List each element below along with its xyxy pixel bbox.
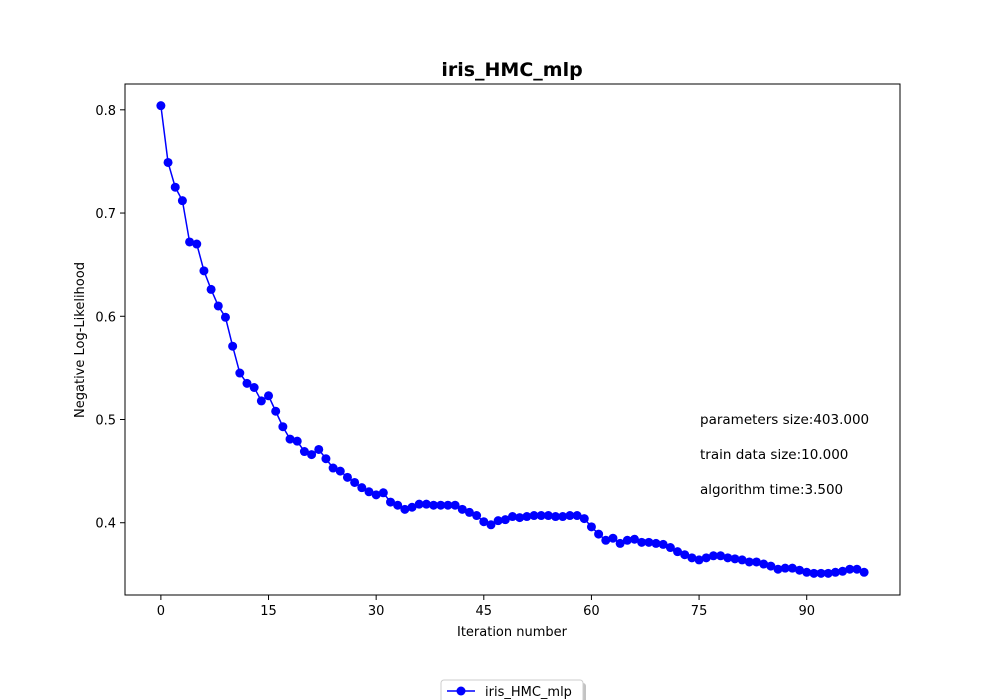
data-point [307, 450, 316, 459]
x-tick-label: 0 [157, 604, 165, 619]
data-point [178, 196, 187, 205]
data-point [214, 301, 223, 310]
y-tick-label: 0.4 [95, 517, 116, 532]
data-point [321, 454, 330, 463]
data-point [164, 158, 173, 167]
legend: iris_HMC_mlp [441, 680, 586, 700]
data-point [379, 488, 388, 497]
chart-title: iris_HMC_mlp [441, 59, 582, 81]
y-tick-label: 0.8 [95, 104, 116, 119]
data-point [278, 422, 287, 431]
data-point [293, 437, 302, 446]
y-tick-label: 0.6 [95, 310, 116, 325]
data-point [608, 534, 617, 543]
data-point [235, 369, 244, 378]
x-axis-ticks: 0 15 30 45 60 75 90 [157, 595, 815, 619]
legend-point-marker [457, 687, 466, 696]
x-axis-label: Iteration number [457, 625, 568, 640]
x-tick-label: 75 [691, 604, 708, 619]
y-tick-label: 0.5 [95, 414, 116, 429]
x-tick-label: 30 [368, 604, 385, 619]
series-layer [156, 101, 868, 578]
x-tick-label: 15 [260, 604, 277, 619]
data-point [580, 514, 589, 523]
data-point [336, 467, 345, 476]
annotation-parameters-size: parameters size:403.000 [700, 412, 869, 428]
data-point [199, 266, 208, 275]
y-axis-label: Negative Log-Likelihood [73, 262, 88, 418]
x-tick-label: 60 [583, 604, 600, 619]
y-tick-label: 0.7 [95, 207, 116, 222]
data-point [271, 407, 280, 416]
annotation-algorithm-time: algorithm time:3.500 [700, 482, 843, 498]
data-point [594, 530, 603, 539]
data-point [221, 313, 230, 322]
data-point [250, 383, 259, 392]
data-point [314, 445, 323, 454]
data-point [343, 473, 352, 482]
x-tick-label: 90 [798, 604, 815, 619]
annotation-train-data-size: train data size:10.000 [700, 447, 848, 463]
legend-entry-label: iris_HMC_mlp [485, 685, 572, 700]
data-point [228, 342, 237, 351]
data-point [860, 568, 869, 577]
data-point [587, 522, 596, 531]
data-point [192, 240, 201, 249]
data-point [257, 396, 266, 405]
data-point [207, 285, 216, 294]
y-axis-ticks: 0.4 0.5 0.6 0.7 0.8 [95, 104, 125, 532]
data-point [264, 391, 273, 400]
annotations: parameters size:403.000 train data size:… [700, 412, 869, 498]
data-point [156, 101, 165, 110]
data-point [171, 183, 180, 192]
data-point [472, 511, 481, 520]
series-line [161, 106, 864, 574]
x-tick-label: 45 [476, 604, 493, 619]
data-point [350, 478, 359, 487]
